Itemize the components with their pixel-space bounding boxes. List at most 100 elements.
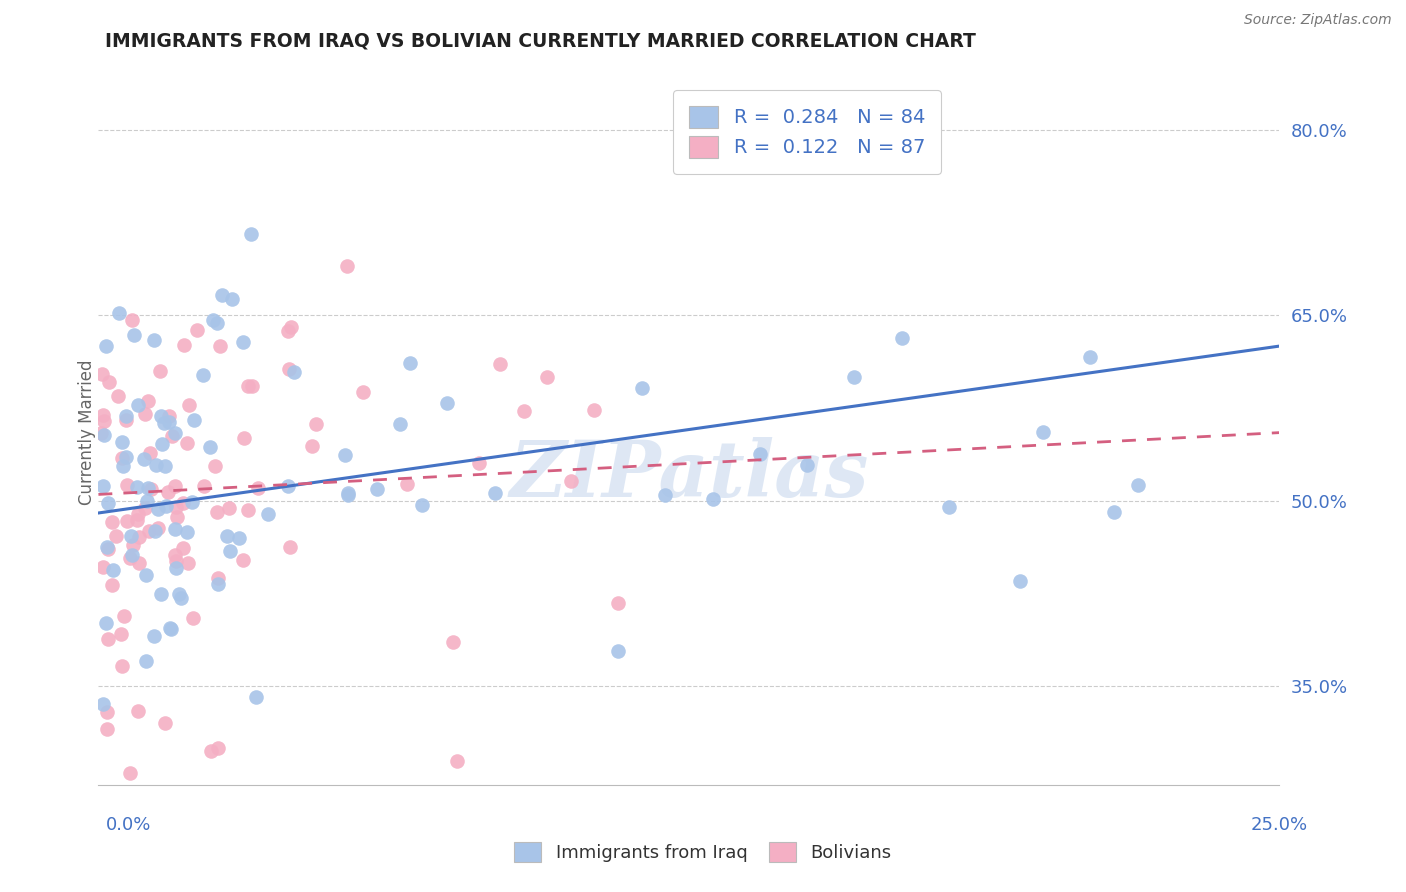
Point — [176, 436, 198, 450]
Point — [536, 370, 558, 384]
Point — [748, 447, 770, 461]
Point — [228, 531, 250, 545]
Point — [149, 363, 172, 377]
Point — [90, 367, 112, 381]
Point — [125, 513, 148, 527]
Text: 0.0%: 0.0% — [105, 816, 150, 834]
Point — [215, 529, 238, 543]
Point — [172, 541, 194, 555]
Point — [141, 483, 163, 497]
Point — [138, 393, 160, 408]
Text: 25.0%: 25.0% — [1250, 816, 1308, 834]
Point — [165, 522, 187, 536]
Point — [173, 338, 195, 352]
Point — [94, 339, 117, 353]
Point — [256, 508, 278, 522]
Point — [207, 740, 229, 755]
Point — [366, 482, 388, 496]
Point — [135, 654, 157, 668]
Point — [97, 496, 120, 510]
Point — [134, 407, 156, 421]
Point — [180, 495, 202, 509]
Point — [155, 499, 177, 513]
Point — [93, 414, 115, 428]
Point — [396, 477, 419, 491]
Point — [163, 548, 186, 562]
Point — [91, 559, 114, 574]
Point — [142, 333, 165, 347]
Point — [218, 501, 240, 516]
Point — [1032, 425, 1054, 440]
Point — [127, 507, 149, 521]
Point — [484, 486, 506, 500]
Point — [145, 524, 167, 538]
Point — [117, 478, 139, 492]
Point — [441, 634, 464, 648]
Point — [938, 500, 960, 514]
Point — [162, 429, 184, 443]
Point — [278, 361, 301, 376]
Point — [236, 379, 259, 393]
Point — [232, 431, 254, 445]
Point — [277, 324, 299, 338]
Point — [108, 306, 131, 320]
Point — [97, 541, 120, 556]
Point — [96, 705, 118, 719]
Point — [1080, 350, 1102, 364]
Point — [150, 587, 173, 601]
Point — [654, 488, 676, 502]
Point — [115, 412, 138, 426]
Point — [148, 502, 170, 516]
Point — [219, 544, 242, 558]
Point — [512, 404, 534, 418]
Point — [446, 754, 468, 768]
Point — [240, 378, 263, 392]
Point — [111, 435, 134, 450]
Point — [336, 486, 359, 500]
Point — [890, 331, 912, 345]
Point — [93, 428, 115, 442]
Point — [333, 448, 356, 462]
Point — [186, 323, 208, 337]
Text: IMMIGRANTS FROM IRAQ VS BOLIVIAN CURRENTLY MARRIED CORRELATION CHART: IMMIGRANTS FROM IRAQ VS BOLIVIAN CURRENT… — [105, 31, 976, 50]
Point — [247, 482, 270, 496]
Point — [283, 365, 305, 379]
Point — [200, 744, 222, 758]
Point — [125, 480, 148, 494]
Point — [436, 396, 458, 410]
Point — [139, 446, 162, 460]
Point — [468, 456, 491, 470]
Point — [211, 288, 233, 302]
Point — [181, 611, 204, 625]
Point — [167, 587, 190, 601]
Point — [103, 563, 125, 577]
Point — [159, 623, 181, 637]
Y-axis label: Currently Married: Currently Married — [79, 359, 96, 506]
Point — [96, 722, 118, 736]
Point — [149, 409, 172, 424]
Point — [165, 554, 187, 568]
Point — [239, 227, 262, 241]
Point — [165, 425, 187, 440]
Point — [90, 425, 112, 440]
Point — [122, 538, 145, 552]
Point — [560, 474, 582, 488]
Point — [153, 716, 176, 731]
Point — [221, 292, 243, 306]
Point — [153, 458, 176, 473]
Point — [107, 389, 129, 403]
Point — [166, 510, 188, 524]
Point — [191, 368, 214, 382]
Point — [172, 496, 194, 510]
Point — [118, 765, 141, 780]
Point — [111, 659, 134, 673]
Point — [165, 478, 187, 492]
Point — [117, 514, 139, 528]
Point — [702, 492, 724, 507]
Point — [207, 571, 229, 585]
Point — [1008, 574, 1031, 588]
Point — [205, 505, 228, 519]
Point — [101, 578, 124, 592]
Point — [202, 313, 225, 327]
Point — [120, 528, 142, 542]
